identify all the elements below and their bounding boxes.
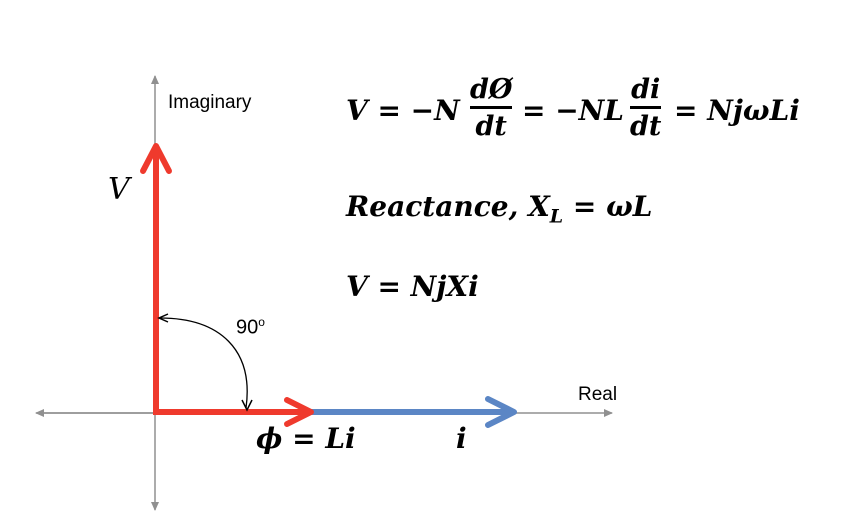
- imaginary-axis-label: Imaginary: [168, 92, 252, 113]
- angle-arc-arrowhead-bottom: [241, 399, 253, 412]
- equation-1-rhs: = NjωLi: [674, 94, 800, 127]
- angle-unit: o: [258, 315, 265, 329]
- equation-1-middle: = −NL: [522, 94, 624, 127]
- fraction-2-numerator: di: [631, 74, 661, 105]
- fraction-2-bar: [630, 106, 662, 109]
- angle-label: 90o: [236, 315, 265, 340]
- equation-2: Reactance, XL = ωL: [346, 190, 652, 228]
- angle-value: 90: [236, 316, 259, 339]
- fraction-1-denominator: dt: [475, 110, 507, 142]
- equation-1-fraction-2: di dt: [630, 74, 662, 142]
- flux-vector-arrowhead: [284, 397, 314, 427]
- current-label: i: [456, 422, 467, 455]
- fraction-2-denominator: dt: [630, 110, 662, 142]
- current-vector-arrowhead: [485, 396, 517, 428]
- reactance-rhs: = ωL: [563, 190, 653, 223]
- voltage-label: V: [108, 172, 130, 207]
- equation-1-fraction-1: dØ dt: [470, 74, 513, 142]
- equation-3: V = NjXi: [346, 270, 479, 303]
- reactance-text: Reactance, X: [346, 190, 550, 223]
- fraction-1-bar: [470, 106, 513, 109]
- voltage-vector-arrowhead: [140, 143, 172, 174]
- fraction-1-numerator: dØ: [470, 74, 513, 105]
- real-axis-label: Real: [578, 384, 618, 405]
- reactance-subscript: L: [549, 205, 564, 228]
- flux-label: ϕ = Li: [256, 422, 356, 455]
- equation-1-lhs: V = −N: [346, 94, 460, 127]
- angle-arc-arrowhead-top: [157, 313, 169, 323]
- angle-arc: [159, 317, 248, 409]
